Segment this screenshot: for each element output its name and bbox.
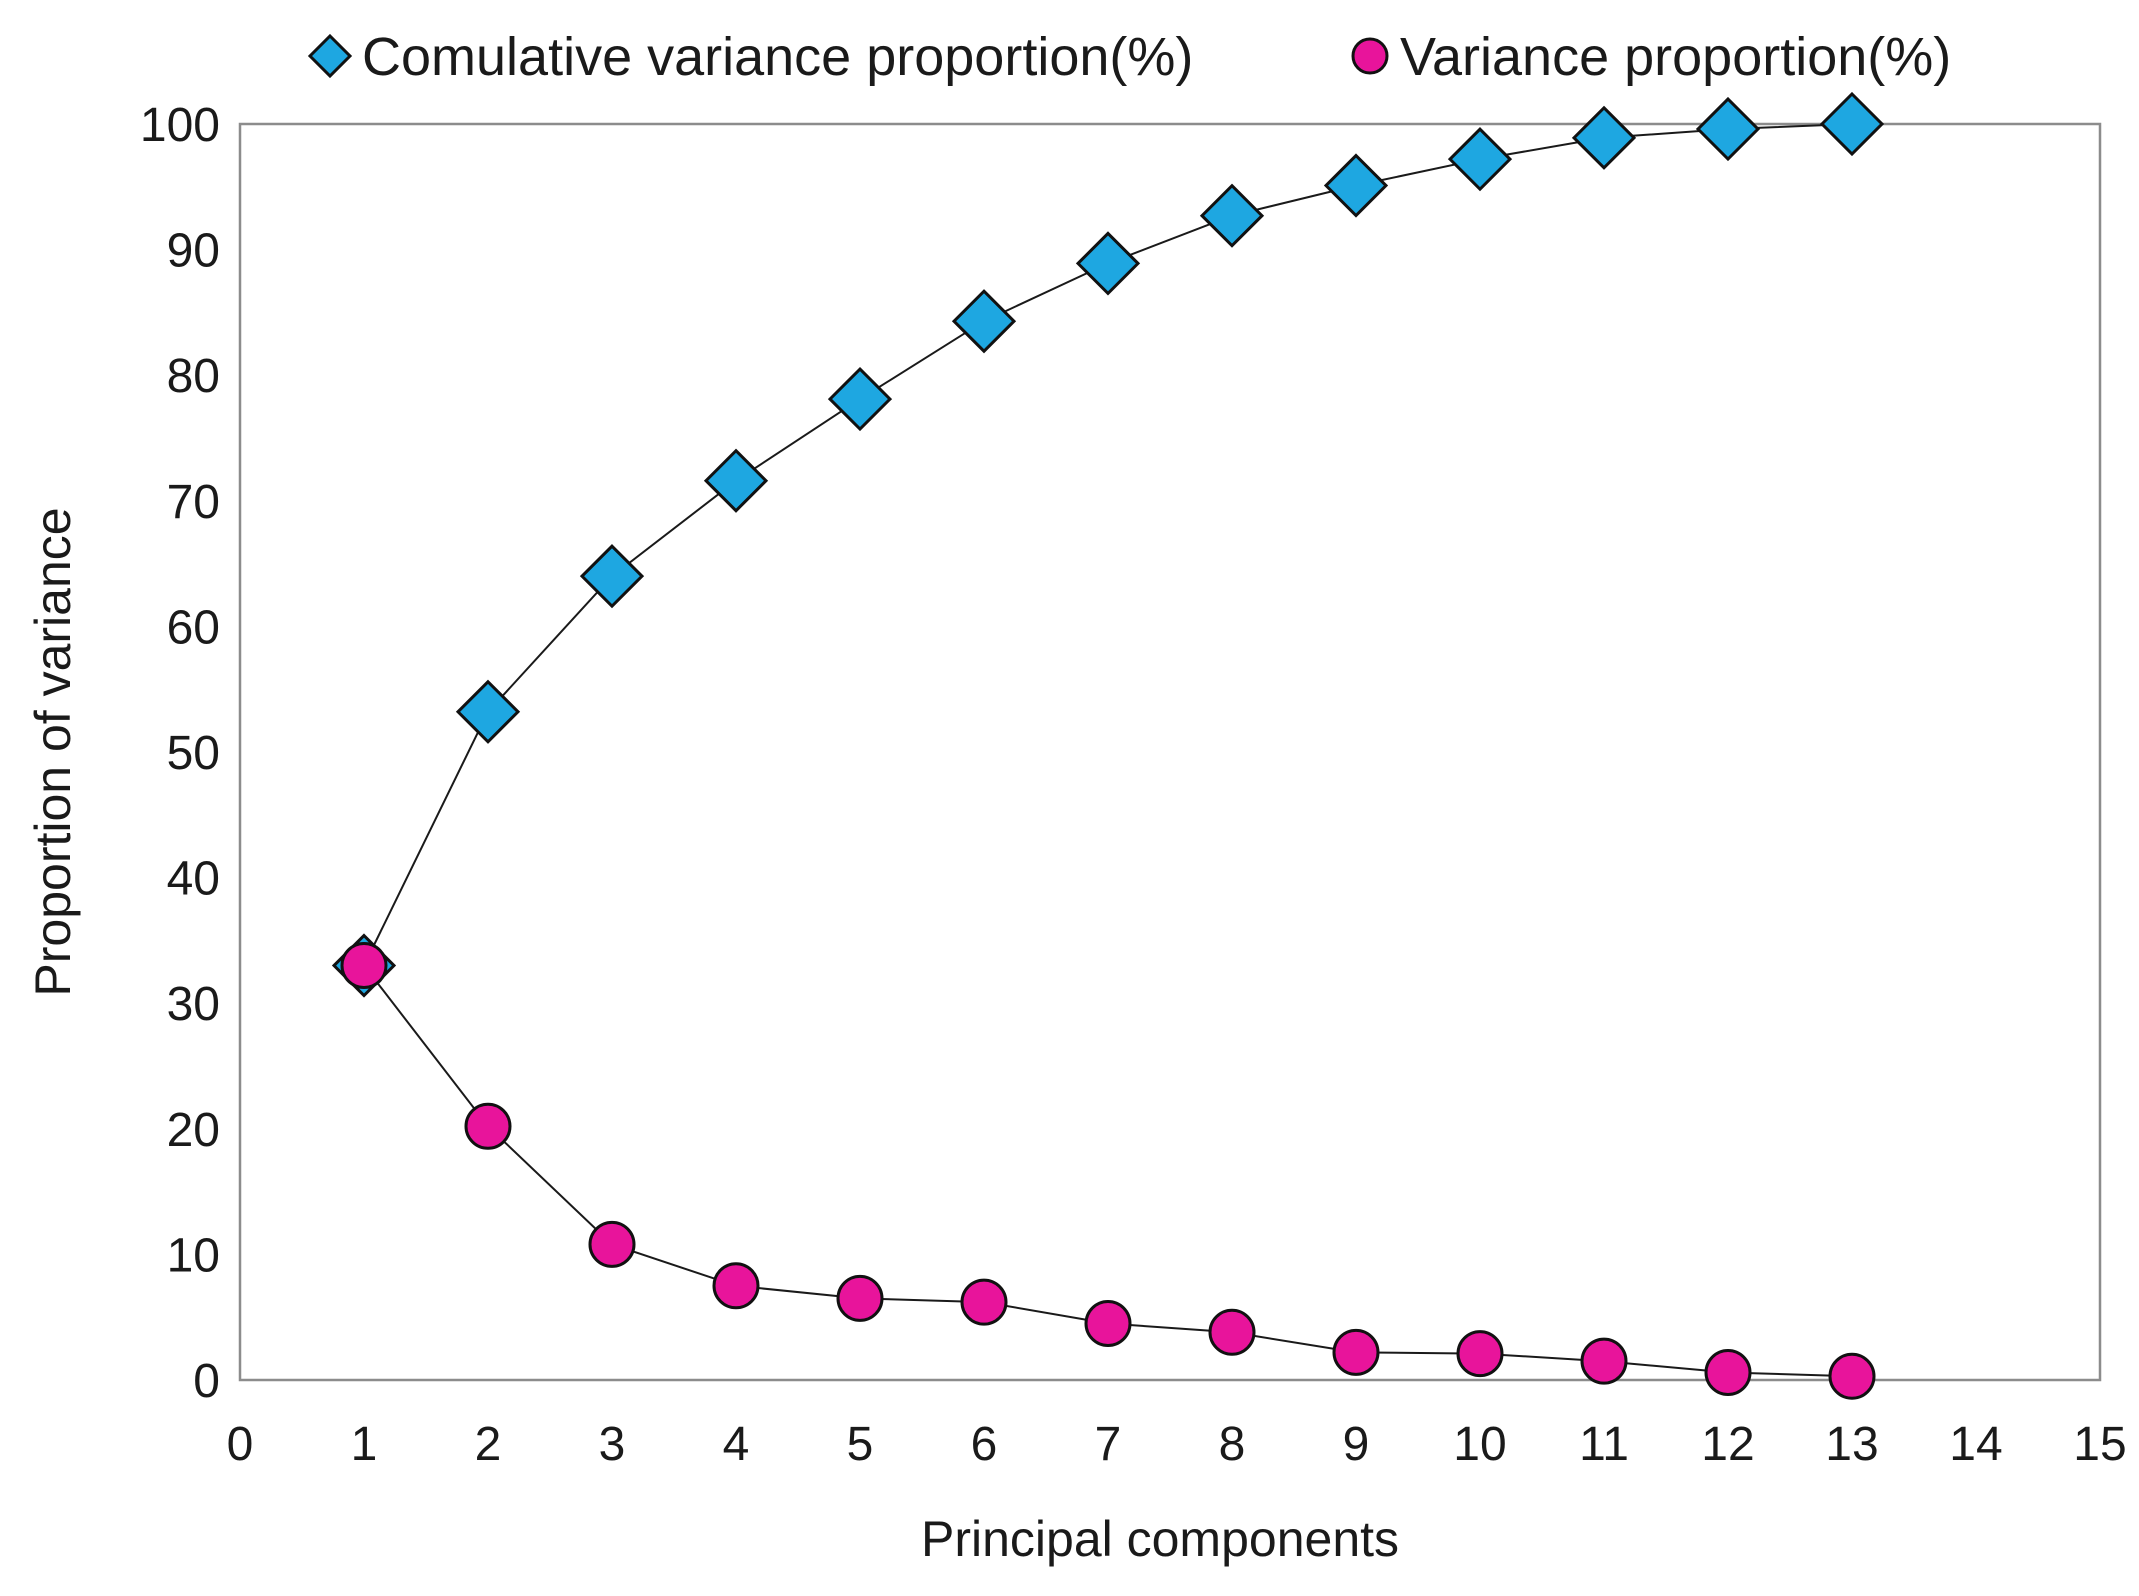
x-tick-label: 11 <box>1579 1418 1629 1471</box>
legend-marker <box>307 33 353 79</box>
legend-label: Comulative variance proportion(%) <box>362 27 1193 87</box>
data-point-diamond <box>951 289 1017 354</box>
data-point-diamond <box>1447 127 1513 192</box>
data-point-circle <box>712 1262 760 1310</box>
plot-area <box>238 122 2102 1382</box>
y-tick-label: 50 <box>167 727 220 780</box>
x-tick-label: 0 <box>227 1418 254 1471</box>
x-tick-label: 10 <box>1453 1418 1506 1471</box>
x-tick-label: 7 <box>1095 1418 1122 1471</box>
data-point-circle <box>340 942 388 990</box>
x-tick-label: 9 <box>1343 1418 1370 1471</box>
series-1 <box>331 91 1885 998</box>
data-point-circle <box>1828 1352 1876 1400</box>
data-point-diamond <box>1199 183 1265 248</box>
data-point-circle <box>836 1274 884 1322</box>
legend: Comulative variance proportion(%) Varianc… <box>307 27 1951 87</box>
data-point-circle <box>1084 1299 1132 1347</box>
legend-item: Comulative variance proportion(%) <box>307 27 1193 87</box>
legend-marker <box>1351 37 1389 75</box>
x-axis-ticks: 0 1 2 3 4 5 6 7 8 9 10 11 12 13 14 15 <box>227 1418 2127 1471</box>
y-tick-label: 10 <box>167 1229 220 1282</box>
y-tick-label: 30 <box>167 978 220 1031</box>
data-point-diamond <box>1075 231 1141 296</box>
data-point-diamond <box>1571 105 1637 170</box>
x-tick-label: 5 <box>847 1418 874 1471</box>
legend-label: Variance proportion(%) <box>1400 27 1951 87</box>
x-axis-title: Principal components <box>921 1511 1399 1567</box>
y-tick-label: 90 <box>167 225 220 278</box>
x-tick-label: 12 <box>1701 1418 1754 1471</box>
data-point-diamond <box>827 366 893 432</box>
data-point-circle <box>1332 1328 1380 1376</box>
data-point-diamond <box>1323 153 1389 218</box>
data-point-circle <box>1580 1337 1628 1385</box>
y-tick-label: 20 <box>167 1104 220 1157</box>
data-point-circle <box>960 1278 1008 1326</box>
data-point-diamond <box>703 448 769 513</box>
data-point-circle <box>1704 1348 1752 1396</box>
x-tick-label: 6 <box>971 1418 998 1471</box>
y-tick-label: 60 <box>167 601 220 654</box>
data-point-circle <box>1208 1308 1256 1356</box>
data-point-circle <box>1456 1330 1504 1378</box>
y-tick-label: 70 <box>167 476 220 529</box>
x-tick-label: 15 <box>2073 1418 2126 1471</box>
x-tick-label: 3 <box>599 1418 626 1471</box>
y-tick-label: 40 <box>167 853 220 906</box>
y-tick-label: 0 <box>193 1355 220 1408</box>
y-axis-title: Proportion of variance <box>25 507 81 996</box>
x-tick-label: 13 <box>1825 1418 1878 1471</box>
y-axis-ticks: 0 10 20 30 40 50 60 70 80 90 100 <box>140 99 220 1408</box>
series-layer <box>331 91 1885 1400</box>
x-tick-label: 1 <box>351 1418 378 1471</box>
data-point-diamond <box>1695 96 1761 162</box>
data-point-diamond <box>579 544 645 609</box>
x-tick-label: 8 <box>1219 1418 1246 1471</box>
x-tick-label: 14 <box>1949 1418 2002 1471</box>
x-tick-label: 2 <box>475 1418 502 1471</box>
data-point-circle <box>464 1102 512 1150</box>
data-point-diamond <box>455 679 521 744</box>
y-tick-label: 100 <box>140 99 220 152</box>
data-point-circle <box>588 1220 636 1268</box>
x-tick-label: 4 <box>723 1418 750 1471</box>
series-2 <box>340 942 1876 1400</box>
y-tick-label: 80 <box>167 350 220 403</box>
legend-item: Variance proportion(%) <box>1351 27 1951 87</box>
data-point-diamond <box>1819 91 1885 157</box>
